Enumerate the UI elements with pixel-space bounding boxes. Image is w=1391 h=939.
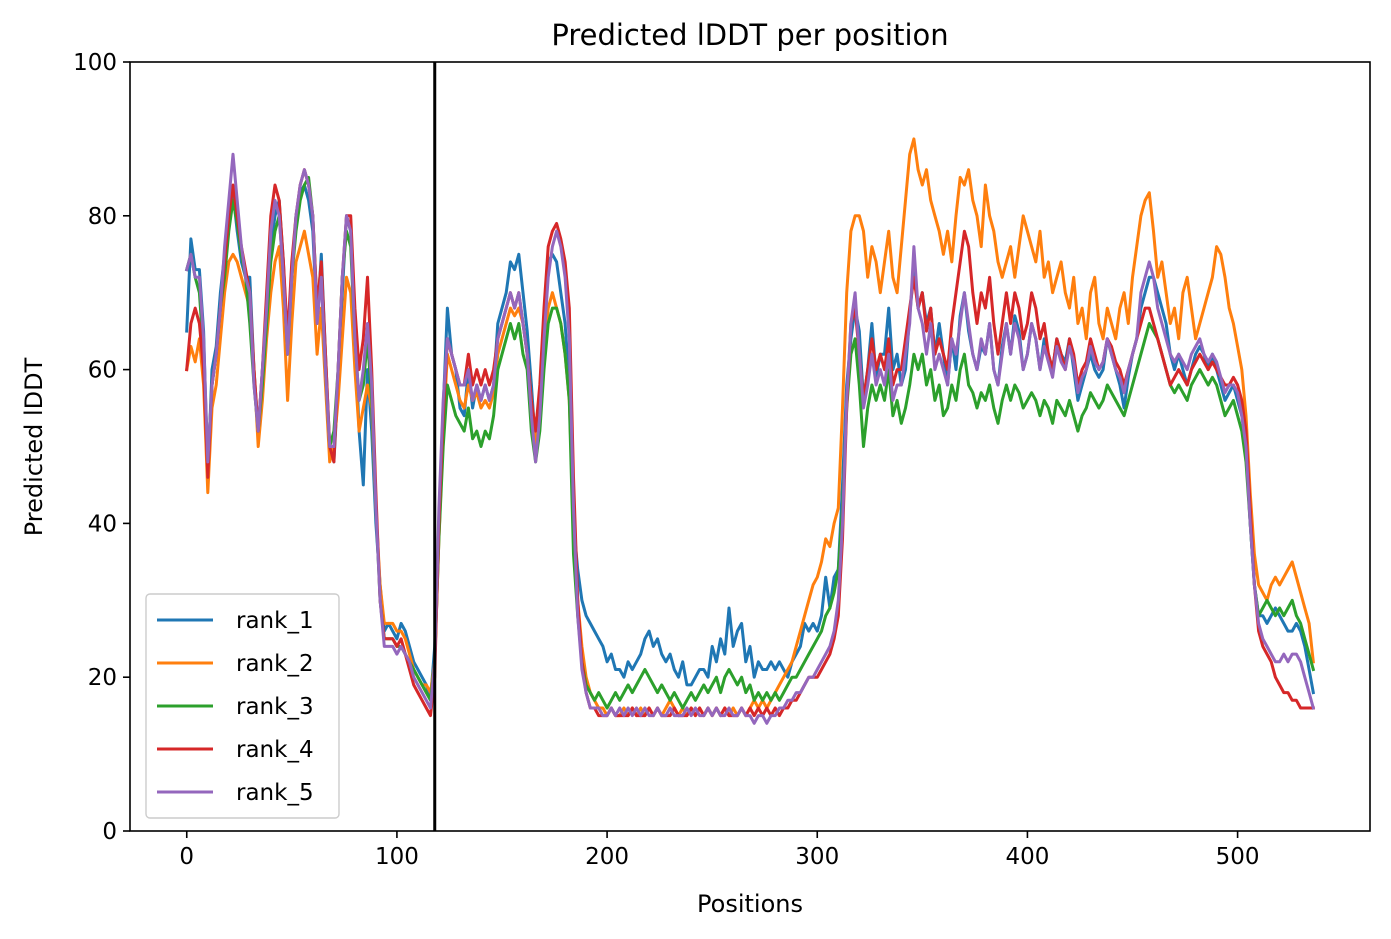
- y-tick-label: 100: [73, 50, 117, 76]
- y-tick-label: 20: [88, 665, 117, 691]
- legend-box: [145, 593, 340, 819]
- legend-label: rank_5: [236, 780, 314, 806]
- y-axis-label: Predicted lDDT: [20, 357, 48, 536]
- x-tick-label: 100: [375, 844, 419, 870]
- series-lines: [184, 137, 1316, 725]
- x-axis-label: Positions: [697, 890, 803, 918]
- y-tick-label: 80: [88, 204, 117, 230]
- x-tick-label: 0: [179, 844, 194, 870]
- x-axis-ticks: 0 100 200 300 400 500: [179, 831, 1260, 870]
- legend-label: rank_3: [236, 694, 314, 720]
- legend-label: rank_4: [236, 737, 314, 763]
- legend-label: rank_1: [236, 608, 314, 634]
- y-axis-ticks: 0 20 40 60 80 100: [73, 50, 130, 845]
- y-tick-label: 0: [102, 819, 117, 845]
- x-tick-label: 300: [795, 844, 839, 870]
- legend-entries: rank_1 rank_2 rank_3 rank_4 rank_5: [157, 608, 314, 806]
- x-tick-label: 500: [1216, 844, 1260, 870]
- legend-label: rank_2: [236, 651, 314, 677]
- y-tick-label: 40: [88, 511, 117, 537]
- x-tick-label: 400: [1005, 844, 1049, 870]
- y-tick-label: 60: [88, 358, 117, 384]
- chart-title: Predicted lDDT per position: [551, 18, 948, 52]
- legend: rank_1 rank_2 rank_3 rank_4 rank_5: [145, 593, 340, 819]
- series-line-rank-5: [184, 152, 1316, 725]
- x-tick-label: 200: [585, 844, 629, 870]
- plot-frame: [129, 61, 1371, 832]
